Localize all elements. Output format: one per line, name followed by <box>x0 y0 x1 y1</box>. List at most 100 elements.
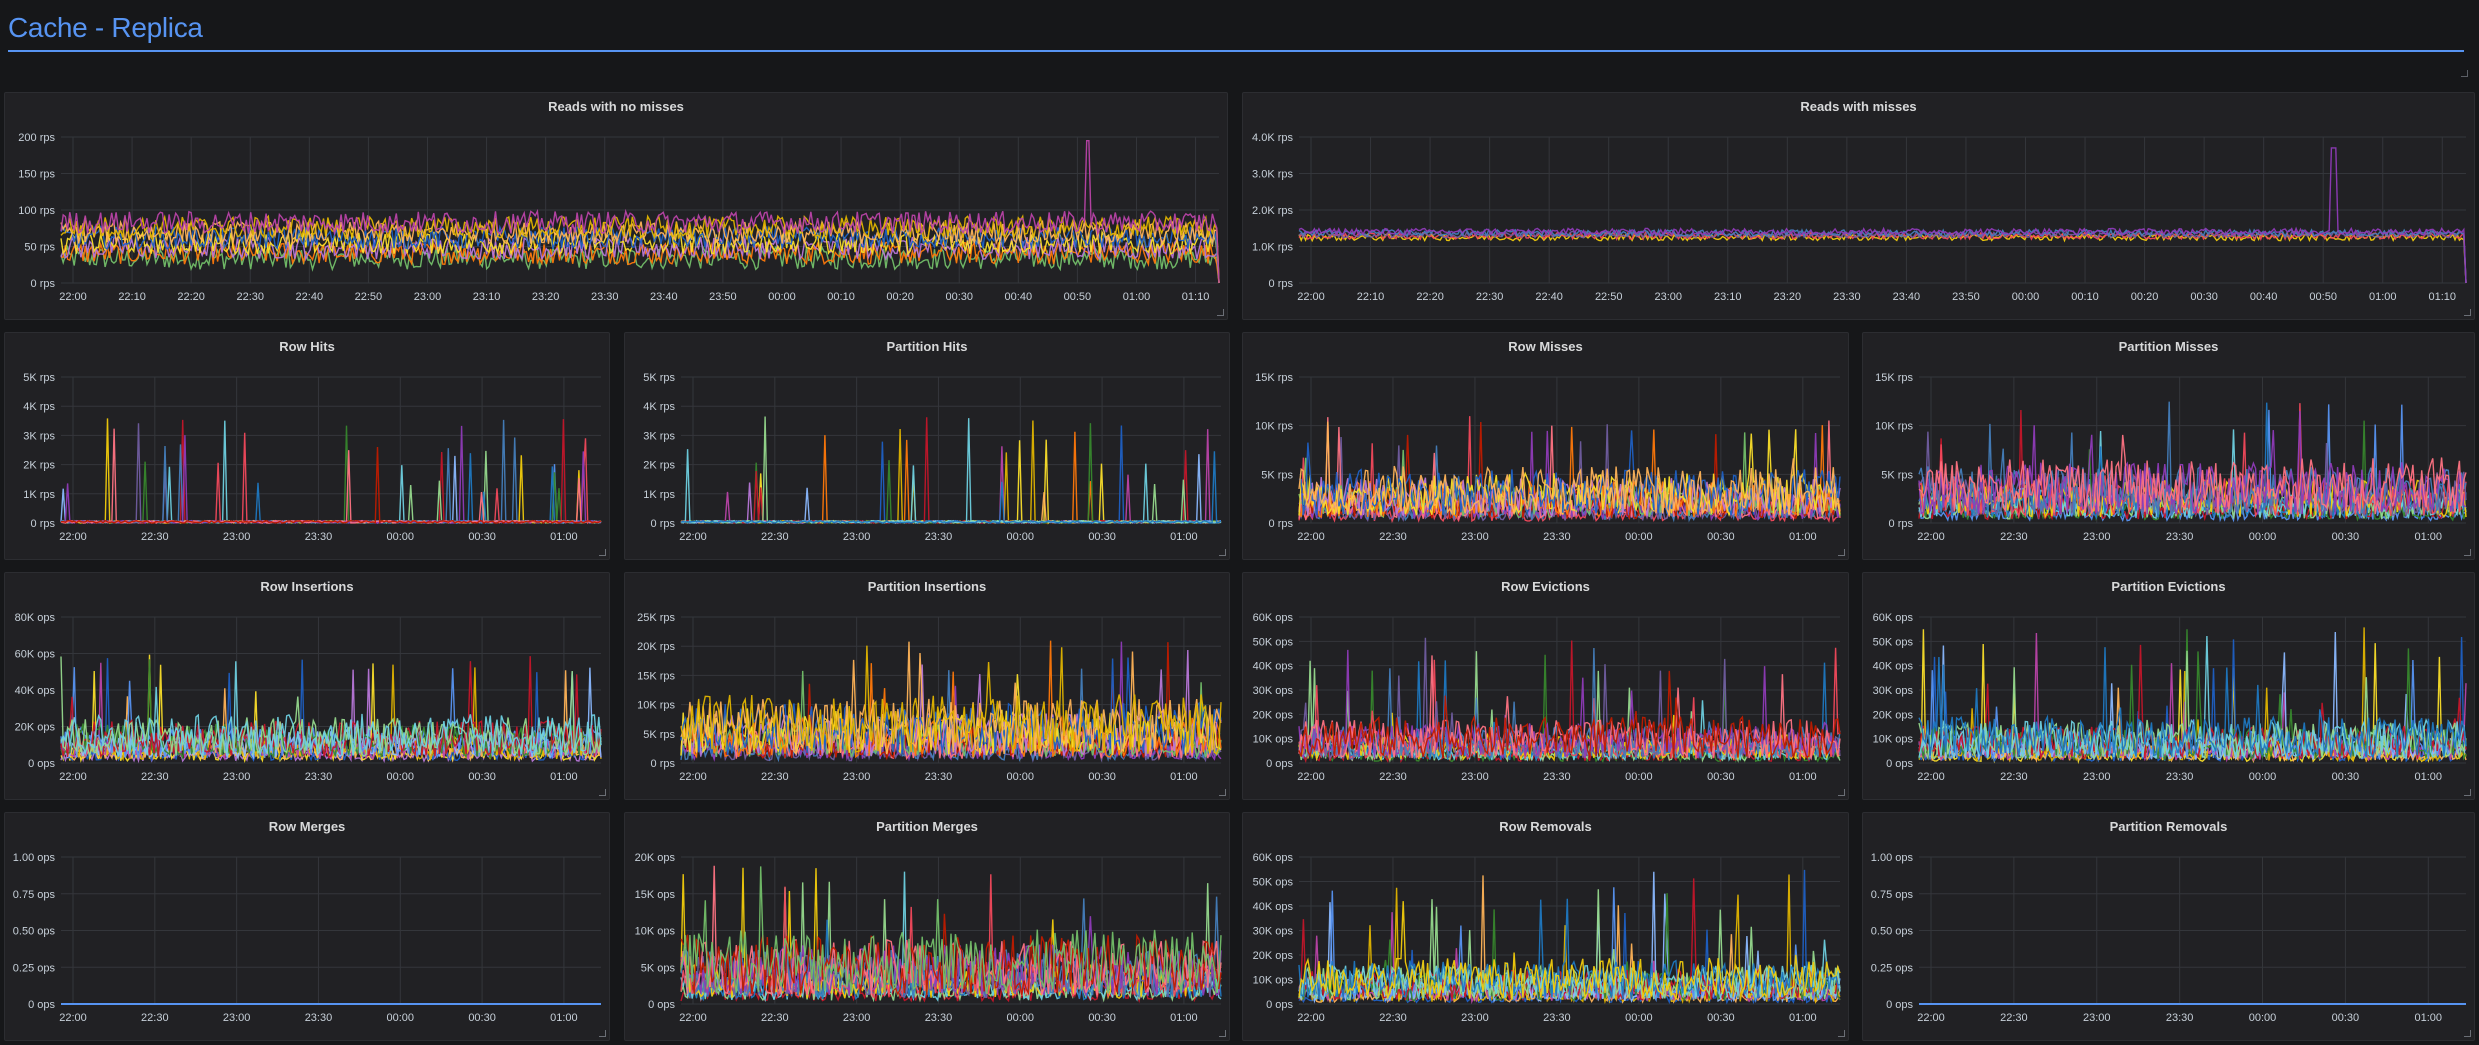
x-tick-label: 23:00 <box>1461 531 1489 543</box>
x-tick-label: 22:00 <box>59 1012 87 1024</box>
y-tick-label: 3K rps <box>643 430 675 442</box>
dashboard-row-title[interactable]: Cache - Replica <box>8 10 2464 46</box>
panel-resize-handle[interactable] <box>599 1030 606 1037</box>
chart-svg[interactable]: 60K ops 50K ops 40K ops 30K ops 20K ops 10K o… <box>1243 573 1848 799</box>
panel-resize-handle[interactable] <box>1219 549 1226 556</box>
y-tick-label: 30K ops <box>1873 685 1914 697</box>
x-tick-label: 00:30 <box>1088 531 1116 543</box>
x-tick-label: 22:30 <box>141 771 169 783</box>
y-tick-label: 2K rps <box>23 460 55 472</box>
x-tick-label: 22:30 <box>761 531 789 543</box>
y-tick-label: 0 ops <box>648 999 675 1011</box>
x-tick-label: 23:00 <box>223 771 251 783</box>
panel-partition-insertions[interactable]: Partition Insertions 25K rps 20K rps 15K rp… <box>624 572 1230 800</box>
y-tick-label: 2K rps <box>643 460 675 472</box>
x-tick-label: 23:30 <box>305 531 333 543</box>
x-tick-label: 00:30 <box>1707 771 1735 783</box>
panel-partition-merges[interactable]: Partition Merges 20K ops 15K ops 10K ops 5K … <box>624 812 1230 1041</box>
y-tick-label: 15K rps <box>637 670 675 682</box>
row-resize-handle[interactable] <box>2461 70 2468 77</box>
chart-svg[interactable]: 1.00 ops 0.75 ops 0.50 ops 0.25 ops 0 ops 22:… <box>1863 813 2474 1040</box>
x-tick-label: 22:00 <box>1917 531 1945 543</box>
x-tick-label: 23:30 <box>925 1012 953 1024</box>
y-tick-label: 20K ops <box>1253 950 1294 962</box>
panel-resize-handle[interactable] <box>2464 789 2471 796</box>
panel-resize-handle[interactable] <box>599 789 606 796</box>
panel-partition-misses[interactable]: Partition Misses 15K rps 10K rps 5K rps 0 rp… <box>1862 332 2475 560</box>
y-tick-label: 20K ops <box>15 722 56 734</box>
panel-row-evictions[interactable]: Row Evictions 60K ops 50K ops 40K ops 30K op… <box>1242 572 1849 800</box>
x-tick-label: 01:00 <box>1123 291 1151 303</box>
panel-row-merges[interactable]: Row Merges 1.00 ops 0.75 ops 0.50 ops 0.25 o… <box>4 812 610 1041</box>
x-tick-label: 22:30 <box>1379 531 1407 543</box>
panel-partition-evictions[interactable]: Partition Evictions 60K ops 50K ops 40K ops… <box>1862 572 2475 800</box>
chart-svg[interactable]: 5K rps 4K rps 3K rps 2K rps 1K rps 0 rps22:00… <box>5 333 609 559</box>
y-tick-label: 100 rps <box>18 205 55 217</box>
panel-resize-handle[interactable] <box>2464 1030 2471 1037</box>
y-tick-label: 10K ops <box>635 926 676 938</box>
chart-svg[interactable]: 60K ops 50K ops 40K ops 30K ops 20K ops 10K o… <box>1243 813 1848 1040</box>
panel-row-hits[interactable]: Row Hits 5K rps 4K rps 3K rps 2K rps 1K rps 0 … <box>4 332 610 560</box>
x-tick-label: 22:00 <box>679 771 707 783</box>
panel-partition-removals[interactable]: Partition Removals 1.00 ops 0.75 ops 0.50 o… <box>1862 812 2475 1041</box>
panel-row-insertions[interactable]: Row Insertions 80K ops 60K ops 40K ops 20K o… <box>4 572 610 800</box>
panel-row-removals[interactable]: Row Removals 60K ops 50K ops 40K ops 30K ops… <box>1242 812 1849 1041</box>
x-tick-label: 00:00 <box>1625 771 1653 783</box>
row-header[interactable]: Cache - Replica <box>8 10 2464 54</box>
panel-row-misses[interactable]: Row Misses 15K rps 10K rps 5K rps 0 rps 22:00… <box>1242 332 1849 560</box>
panel-resize-handle[interactable] <box>1838 549 1845 556</box>
chart-svg[interactable]: 80K ops 60K ops 40K ops 20K ops 0 ops 22:00 22… <box>5 573 609 799</box>
panel-resize-handle[interactable] <box>2464 549 2471 556</box>
x-tick-label: 01:00 <box>2415 1012 2443 1024</box>
x-tick-label: 00:00 <box>1625 1012 1653 1024</box>
y-tick-label: 3K rps <box>23 430 55 442</box>
x-tick-label: 22:00 <box>59 291 87 303</box>
y-tick-label: 0.75 ops <box>13 889 56 901</box>
panel-resize-handle[interactable] <box>2464 309 2471 316</box>
chart-svg[interactable]: 20K ops 15K ops 10K ops 5K ops 0 ops 22:00 22:… <box>625 813 1229 1040</box>
x-tick-label: 22:00 <box>59 531 87 543</box>
x-tick-label: 22:00 <box>1297 1012 1325 1024</box>
y-tick-label: 0 ops <box>1886 758 1913 770</box>
y-tick-label: 0.25 ops <box>1871 962 1914 974</box>
chart-svg[interactable]: 5K rps 4K rps 3K rps 2K rps 1K rps 0 rps22:00… <box>625 333 1229 559</box>
x-tick-label: 22:00 <box>1297 291 1325 303</box>
x-tick-label: 22:30 <box>236 291 264 303</box>
y-tick-label: 0 rps <box>1269 518 1294 530</box>
panel-resize-handle[interactable] <box>1217 309 1224 316</box>
y-tick-label: 10K rps <box>1255 421 1293 433</box>
series-line <box>1299 231 2466 283</box>
y-tick-label: 5K rps <box>643 729 675 741</box>
chart-svg[interactable]: 60K ops 50K ops 40K ops 30K ops 20K ops 10K o… <box>1863 573 2474 799</box>
x-tick-label: 22:30 <box>761 1012 789 1024</box>
x-tick-label: 00:30 <box>2332 531 2360 543</box>
panel-reads-with-misses[interactable]: Reads with misses 4.0K rps 3.0K rps 2.0K rp… <box>1242 92 2475 320</box>
x-tick-label: 00:50 <box>1064 291 1092 303</box>
x-tick-label: 00:30 <box>2332 771 2360 783</box>
panel-resize-handle[interactable] <box>599 549 606 556</box>
y-tick-label: 4K rps <box>23 401 55 413</box>
panel-partition-hits[interactable]: Partition Hits 5K rps 4K rps 3K rps 2K rps 1K… <box>624 332 1230 560</box>
x-tick-label: 23:30 <box>1543 771 1571 783</box>
y-tick-label: 0 ops <box>28 999 55 1011</box>
x-tick-label: 22:30 <box>2000 1012 2028 1024</box>
y-tick-label: 0 ops <box>1886 999 1913 1011</box>
x-tick-label: 22:30 <box>141 531 169 543</box>
y-tick-label: 30K ops <box>1253 926 1294 938</box>
y-tick-label: 0 rps <box>651 518 676 530</box>
x-tick-label: 23:00 <box>843 1012 871 1024</box>
y-tick-label: 1.00 ops <box>1871 852 1914 864</box>
x-tick-label: 00:00 <box>2249 771 2277 783</box>
panel-resize-handle[interactable] <box>1219 789 1226 796</box>
panel-resize-handle[interactable] <box>1219 1030 1226 1037</box>
panel-resize-handle[interactable] <box>1838 1030 1845 1037</box>
y-tick-label: 5K rps <box>643 372 675 384</box>
chart-svg[interactable]: 1.00 ops 0.75 ops 0.50 ops 0.25 ops 0 ops 22:… <box>5 813 609 1040</box>
panel-reads-with-no-misses[interactable]: Reads with no misses 200 rps 150 rps 100 rp… <box>4 92 1228 320</box>
panel-resize-handle[interactable] <box>1838 789 1845 796</box>
